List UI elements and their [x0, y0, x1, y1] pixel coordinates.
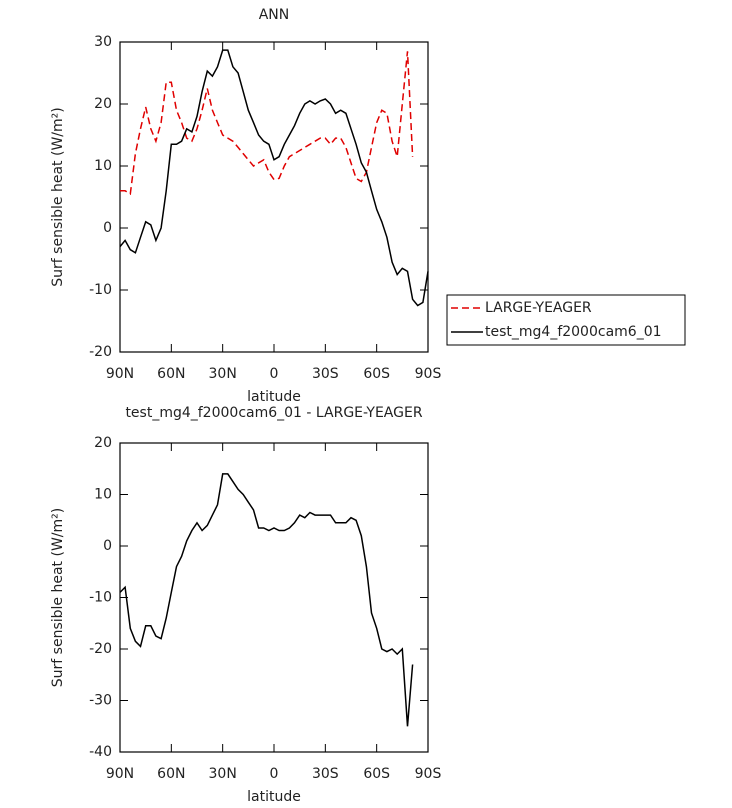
y-tick-label: -20	[89, 641, 112, 657]
y-tick-label: -40	[89, 744, 112, 760]
x-tick-label: 60S	[363, 366, 390, 382]
x-tick-label: 30N	[209, 366, 237, 382]
plot-frame	[119, 442, 429, 753]
legend-box	[446, 294, 686, 346]
plot-frame	[119, 41, 429, 353]
x-tick-label: 30S	[312, 366, 339, 382]
y-axis-label: Surf sensible heat (W/m²)	[50, 107, 66, 286]
y-tick-label: 0	[103, 538, 112, 554]
data-line	[119, 473, 414, 727]
y-tick-label: 10	[94, 158, 112, 174]
x-tick-label: 30N	[209, 766, 237, 782]
y-tick-label: -20	[89, 344, 112, 360]
x-tick-label: 90N	[106, 366, 134, 382]
chart-title: ANN	[259, 7, 290, 23]
y-tick-label: 0	[103, 220, 112, 236]
legend-label: LARGE-YEAGER	[485, 300, 592, 316]
x-tick-label: 0	[270, 766, 279, 782]
x-axis-label: latitude	[247, 389, 301, 405]
data-line	[119, 49, 429, 307]
legend-label: test_mg4_f2000cam6_01	[485, 324, 662, 340]
x-tick-label: 0	[270, 366, 279, 382]
x-tick-label: 90N	[106, 766, 134, 782]
y-tick-label: -10	[89, 590, 112, 606]
x-axis-label: latitude	[247, 789, 301, 805]
x-tick-label: 90S	[415, 766, 442, 782]
y-tick-label: 20	[94, 96, 112, 112]
y-tick-label: -10	[89, 282, 112, 298]
x-tick-label: 30S	[312, 766, 339, 782]
x-tick-label: 60N	[157, 766, 185, 782]
chart-title: test_mg4_f2000cam6_01 - LARGE-YEAGER	[125, 405, 422, 421]
y-tick-label: -30	[89, 693, 112, 709]
x-tick-label: 90S	[415, 366, 442, 382]
x-tick-label: 60N	[157, 366, 185, 382]
y-tick-label: 10	[94, 487, 112, 503]
y-tick-label: 20	[94, 435, 112, 451]
y-axis-label: Surf sensible heat (W/m²)	[50, 508, 66, 687]
y-tick-label: 30	[94, 34, 112, 50]
data-line	[120, 51, 414, 196]
x-tick-label: 60S	[363, 766, 390, 782]
